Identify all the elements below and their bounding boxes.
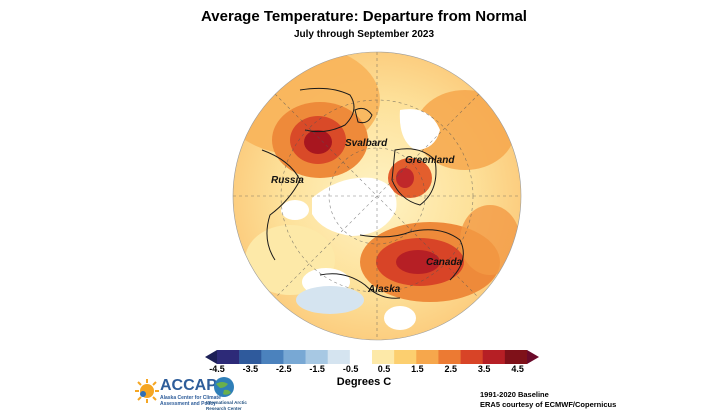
region-label-russia: Russia: [271, 175, 304, 186]
colorbar-arrow-left: [205, 350, 217, 364]
region-label-svalbard: Svalbard: [345, 138, 388, 149]
warm-zone-labrador: [460, 205, 520, 275]
neutral-zone-kara: [281, 200, 309, 220]
coastline-russia: [261, 149, 301, 261]
colorbar-tick-label: -3.5: [242, 364, 259, 374]
colorbar-segment: [217, 350, 240, 364]
colorbar-tick-label: 4.5: [511, 364, 524, 374]
colorbar-unit-label: Degrees C: [336, 376, 392, 388]
source-note: ERA5 courtesy of ECMWF/Copernicus: [480, 400, 617, 409]
map-title: Average Temperature: Departure from Norm…: [201, 8, 527, 25]
colorbar-segments: [217, 350, 528, 364]
graticule: [233, 52, 521, 340]
colorbar-segment: [327, 350, 351, 364]
colorbar-segment: [460, 350, 484, 364]
colorbar-segment: [305, 350, 329, 364]
region-label-alaska: Alaska: [367, 284, 401, 295]
colorbar-segment: [394, 350, 417, 364]
hot-core-barents: [304, 130, 332, 154]
colorbar-segment: [504, 350, 528, 364]
colorbar-tick-label: -2.5: [276, 364, 292, 374]
colorbar-segment: [482, 350, 506, 364]
accap-logo-line2: Assessment and Policy: [160, 401, 216, 407]
colorbar-tick-label: 3.5: [477, 364, 491, 374]
anomaly-field: [233, 52, 521, 340]
cool-zone-bering: [296, 286, 364, 314]
map-subtitle: July through September 2023: [293, 29, 435, 40]
colorbar-segment: [349, 350, 373, 364]
accap-sun-logo-icon: [135, 379, 159, 403]
colorbar-tick-label: 1.5: [411, 364, 424, 374]
colorbar-segment: [239, 350, 262, 364]
colorbar-tick-label: -4.5: [209, 364, 225, 374]
colorbar-segment: [372, 350, 395, 364]
neutral-zone-greenland-sea: [399, 109, 440, 150]
colorbar-segment: [416, 350, 439, 364]
coastline-alaska: [319, 273, 401, 299]
meridian-diagonal-b: [274, 93, 480, 299]
colorbar-segment: [283, 350, 306, 364]
neutral-zone-arctic-ocean: [312, 177, 397, 236]
colorbar-segment: [438, 350, 461, 364]
colorbar-segment: [261, 350, 284, 364]
map-disc-border: [232, 51, 522, 341]
iarc-globe-logo-icon: [214, 377, 234, 397]
accap-logo-line1: Alaska Center for Climate: [160, 395, 221, 401]
iarc-logo-line1: International Arctic: [206, 400, 247, 405]
region-label-canada: Canada: [426, 257, 463, 268]
baseline-note: 1991-2020 Baseline: [480, 390, 549, 399]
iarc-logo-line2: Research Center: [206, 406, 242, 411]
hot-core-canada: [396, 250, 440, 274]
coastline-svalbard: [354, 107, 373, 124]
accap-logo-name: ACCAP: [160, 377, 217, 394]
warm-zone-north-atlantic: [415, 90, 515, 170]
neutral-zone-alaska-coast: [384, 306, 416, 330]
colorbar-tick-label: -1.5: [309, 364, 325, 374]
colorbar-arrow-right: [527, 350, 539, 364]
colorbar-tick-label: 0.5: [377, 364, 391, 374]
coastline-scandinavia: [299, 87, 355, 133]
colorbar: [205, 350, 539, 364]
coastlines: [261, 87, 464, 299]
hot-core-greenland: [396, 168, 414, 188]
coastline-greenland: [391, 148, 437, 206]
colorbar-tick-label: -0.5: [342, 364, 359, 374]
coastline-canada: [359, 229, 464, 281]
region-label-greenland: Greenland: [405, 155, 455, 166]
colorbar-tick-label: 2.5: [444, 364, 458, 374]
